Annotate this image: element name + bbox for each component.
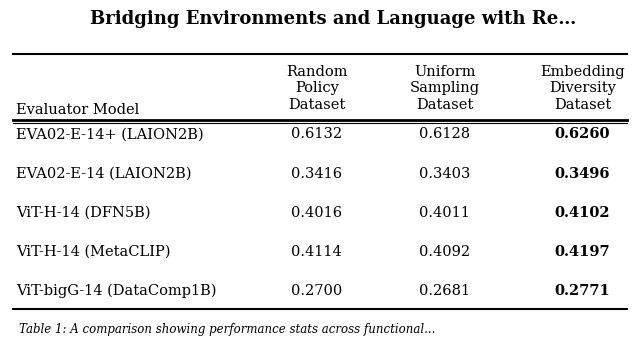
Text: Uniform
Sampling
Dataset: Uniform Sampling Dataset	[410, 65, 480, 112]
Text: 0.3416: 0.3416	[291, 167, 342, 181]
Text: 0.2681: 0.2681	[419, 284, 470, 298]
Text: 0.4197: 0.4197	[555, 245, 610, 259]
Text: Table 1: A comparison showing performance stats across functional...: Table 1: A comparison showing performanc…	[19, 323, 436, 336]
Text: 0.6132: 0.6132	[291, 128, 342, 141]
Text: ViT-H-14 (MetaCLIP): ViT-H-14 (MetaCLIP)	[16, 245, 170, 259]
Text: 0.2700: 0.2700	[291, 284, 342, 298]
Text: ViT-bigG-14 (DataComp1B): ViT-bigG-14 (DataComp1B)	[16, 284, 216, 298]
Text: 0.4016: 0.4016	[291, 206, 342, 220]
Text: Bridging Environments and Language with Re…: Bridging Environments and Language with …	[90, 10, 576, 28]
Text: Embedding
Diversity
Dataset: Embedding Diversity Dataset	[540, 65, 625, 112]
Text: EVA02-E-14+ (LAION2B): EVA02-E-14+ (LAION2B)	[16, 128, 204, 141]
Text: 0.6128: 0.6128	[419, 128, 470, 141]
Text: 0.4011: 0.4011	[419, 206, 470, 220]
Text: 0.3496: 0.3496	[555, 167, 610, 181]
Text: EVA02-E-14 (LAION2B): EVA02-E-14 (LAION2B)	[16, 167, 191, 181]
Text: Evaluator Model: Evaluator Model	[16, 103, 140, 117]
Text: 0.4102: 0.4102	[555, 206, 610, 220]
Text: 0.6260: 0.6260	[555, 128, 610, 141]
Text: ViT-H-14 (DFN5B): ViT-H-14 (DFN5B)	[16, 206, 150, 220]
Text: 0.3403: 0.3403	[419, 167, 470, 181]
Text: 0.4114: 0.4114	[291, 245, 342, 259]
Text: Random
Policy
Dataset: Random Policy Dataset	[286, 65, 348, 112]
Text: 0.4092: 0.4092	[419, 245, 470, 259]
Text: 0.2771: 0.2771	[554, 284, 611, 298]
